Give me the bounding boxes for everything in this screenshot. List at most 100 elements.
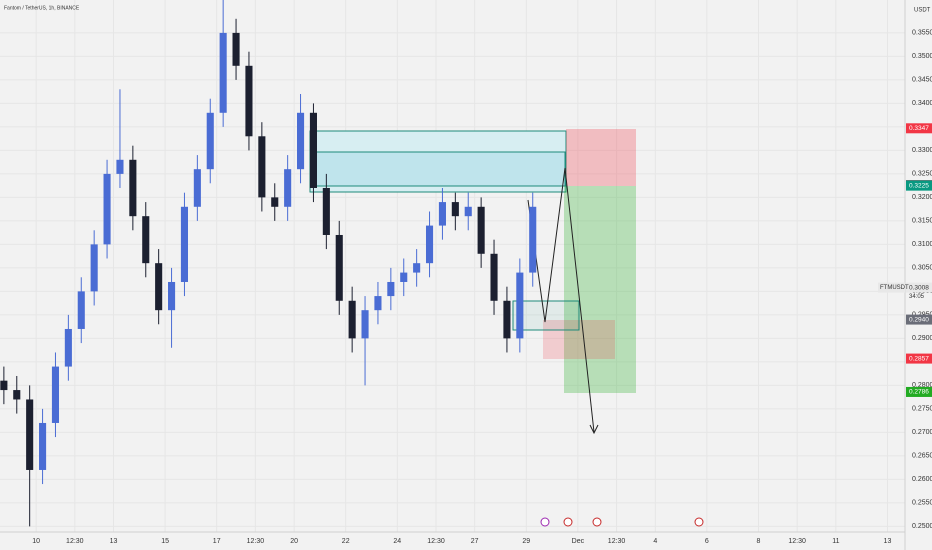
x-tick-label: Dec — [572, 538, 585, 545]
candle-body — [206, 112, 214, 170]
price-badge — [906, 314, 932, 325]
candle-body — [387, 281, 395, 297]
candle-body — [322, 187, 330, 235]
projection-path — [527, 167, 595, 433]
y-tick-label: 0.2550 — [912, 500, 932, 507]
y-tick-label: 0.2600 — [912, 476, 932, 483]
y-tick-label: 0.3150 — [912, 218, 932, 225]
symbol-label: FTMUSDT — [880, 285, 909, 291]
candle-body — [155, 263, 163, 311]
candle-body — [464, 206, 472, 217]
candle-body — [90, 244, 98, 292]
x-tick-label: 24 — [393, 538, 401, 545]
y-tick-label: 0.3550 — [912, 30, 932, 37]
candle-body — [13, 390, 21, 400]
candle-body — [51, 366, 60, 423]
price-badge-label: 0.3347 — [909, 125, 929, 132]
candle-body — [64, 328, 72, 367]
candle-body — [193, 169, 201, 207]
candle-body — [477, 206, 485, 254]
x-tick-label: 8 — [757, 538, 761, 545]
event-icon — [694, 517, 704, 527]
x-tick-label: 22 — [342, 538, 350, 545]
x-tick-label: 12:30 — [608, 538, 626, 545]
x-tick-label: 10 — [32, 538, 40, 545]
arrow-head — [589, 424, 599, 435]
candle-body — [116, 159, 124, 174]
candle-body — [232, 32, 240, 66]
y-tick-label: 0.3450 — [912, 77, 932, 84]
candle-body — [297, 112, 305, 170]
grid — [0, 0, 905, 532]
price-badge-label: 0.3225 — [909, 182, 929, 189]
price-badge-label: 0.2940 — [909, 316, 929, 323]
candle-body — [39, 422, 47, 470]
candle-body — [516, 272, 524, 339]
y-tick-label: 0.2650 — [912, 453, 932, 460]
x-tick-label: 27 — [471, 538, 479, 545]
x-tick-label: 13 — [884, 538, 892, 545]
x-tick-label: 12:30 — [247, 538, 265, 545]
y-tick-label: 0.2700 — [912, 429, 932, 436]
candle-body — [451, 202, 459, 217]
candle-body — [503, 300, 511, 339]
price-badge-label: 0.3008 — [909, 284, 929, 291]
event-icons — [540, 517, 704, 527]
x-tick-label: 4 — [653, 538, 657, 545]
candle-body — [284, 169, 292, 207]
price-badge — [906, 180, 932, 191]
candle-body — [361, 310, 369, 339]
zone-inner — [314, 151, 566, 187]
candle-body — [103, 173, 111, 245]
x-tick-label: 15 — [161, 538, 169, 545]
y-tick-label: 0.3300 — [912, 147, 932, 154]
y-tick-label: 0.3050 — [912, 265, 932, 272]
y-tick-label: 0.2900 — [912, 335, 932, 342]
x-tick-label: 11 — [832, 538, 839, 545]
y-tick-label: 0.2800 — [912, 382, 932, 389]
y-tick-label: 0.2750 — [912, 406, 932, 413]
price-badge-label: 0.2857 — [909, 355, 929, 362]
y-tick-label: 0.3250 — [912, 171, 932, 178]
candle-body — [400, 272, 408, 282]
candle-body — [438, 202, 446, 226]
drawings — [309, 129, 636, 435]
candle-body — [374, 296, 382, 311]
event-icon — [540, 517, 550, 527]
stop-zone — [566, 129, 636, 186]
candles — [0, 0, 537, 527]
candle-body — [529, 206, 537, 273]
y-tick-label: 0.3400 — [912, 100, 932, 107]
price-badge-label: 0.2786 — [909, 389, 929, 396]
candle-body — [271, 197, 279, 207]
symbol-badge — [878, 282, 905, 293]
candle-body — [129, 159, 137, 217]
axes: 0.2500 0.2550 0.2600 0.2650 0.2700 0.2750 0.28… — [32, 30, 932, 545]
y-tick-label: 0.3200 — [912, 194, 932, 201]
event-icon — [592, 517, 602, 527]
x-tick-label: 17 — [213, 538, 221, 545]
x-tick-label: 12:30 — [427, 538, 445, 545]
countdown: 34:05 — [909, 294, 925, 300]
x-tick-label: 20 — [290, 538, 298, 545]
candle-body — [425, 225, 434, 264]
candle-body — [219, 32, 227, 113]
candle-body — [309, 112, 317, 188]
price-badge — [906, 353, 932, 364]
price-badge — [906, 386, 932, 397]
candle-body — [168, 281, 176, 311]
x-tick-label: 29 — [522, 538, 530, 545]
x-tick-label: 12:30 — [788, 538, 806, 545]
currency: USDT — [914, 8, 931, 14]
y-tick-label: 0.3100 — [912, 241, 932, 248]
candle-body — [142, 216, 150, 264]
price-badge — [906, 282, 932, 293]
candle-body — [413, 263, 421, 273]
x-tick-label: 12:30 — [66, 538, 84, 545]
event-icon — [563, 517, 573, 527]
x-tick-label: 6 — [705, 538, 709, 545]
candle-body — [258, 136, 266, 198]
candle-body — [77, 291, 85, 329]
candle-body — [26, 399, 34, 470]
